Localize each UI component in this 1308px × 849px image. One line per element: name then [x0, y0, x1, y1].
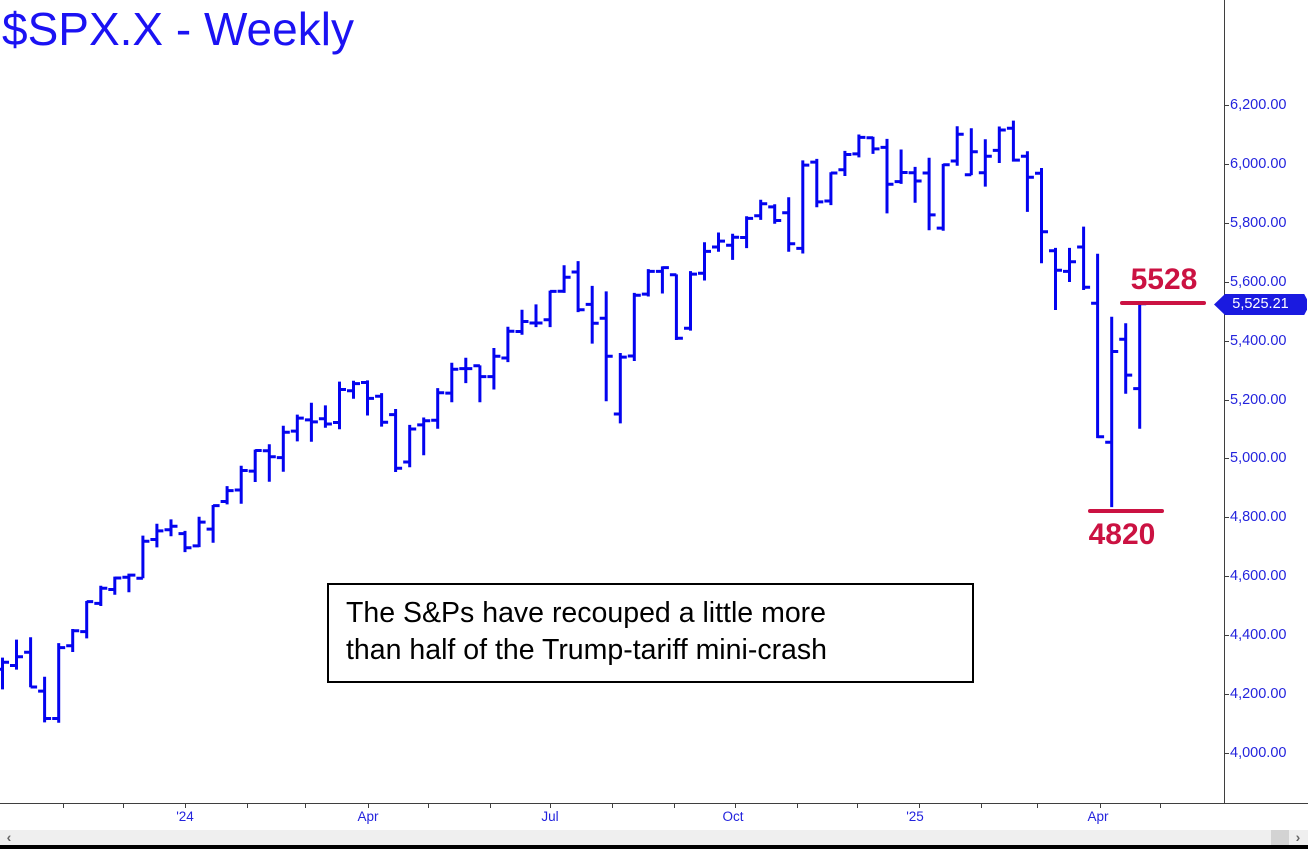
x-axis-tick — [305, 803, 306, 808]
y-axis-tick — [1224, 164, 1229, 165]
y-axis-label: 4,400.00 — [1230, 627, 1287, 643]
y-axis-tick — [1224, 517, 1229, 518]
support-label: 4820 — [1088, 518, 1156, 551]
x-axis-tick — [490, 803, 491, 808]
x-axis-line — [0, 803, 1308, 804]
x-axis-tick — [63, 803, 64, 808]
support-line — [1088, 509, 1164, 513]
x-axis-tick — [612, 803, 613, 808]
y-axis-label: 6,200.00 — [1230, 97, 1287, 113]
y-axis-tick — [1224, 694, 1229, 695]
x-axis-tick — [368, 803, 369, 808]
x-axis-label: '24 — [176, 809, 194, 824]
caption-line-2: than half of the Trump-tariff mini-crash — [346, 634, 828, 666]
x-axis-tick — [550, 803, 551, 808]
ohlc-bar-path — [0, 120, 1147, 723]
y-axis-label: 4,000.00 — [1230, 745, 1287, 761]
y-axis-tick — [1224, 458, 1229, 459]
y-axis-tick — [1224, 753, 1229, 754]
resistance-label: 5528 — [1130, 263, 1198, 296]
y-axis-label: 5,600.00 — [1230, 274, 1287, 290]
y-axis-tick — [1224, 576, 1229, 577]
caption-line-1: The S&Ps have recouped a little more — [346, 597, 827, 629]
last-price-tag: 5,525.21 — [1214, 294, 1307, 315]
x-axis-tick — [247, 803, 248, 808]
y-axis-label: 4,200.00 — [1230, 686, 1287, 702]
y-axis-label: 4,800.00 — [1230, 509, 1287, 525]
x-axis-tick — [185, 803, 186, 808]
price-bars — [0, 120, 1147, 723]
x-axis-tick — [123, 803, 124, 808]
y-axis-label: 4,600.00 — [1230, 568, 1287, 584]
x-axis-tick — [1100, 803, 1101, 808]
x-axis-label: '25 — [906, 809, 924, 824]
x-axis-tick — [857, 803, 858, 808]
y-axis-label: 5,200.00 — [1230, 392, 1287, 408]
y-axis-tick — [1224, 635, 1229, 636]
resistance-line — [1120, 301, 1206, 305]
horizontal-scrollbar-track[interactable] — [0, 830, 1308, 845]
y-axis-tick — [1224, 105, 1229, 106]
y-axis-label: 5,800.00 — [1230, 215, 1287, 231]
x-axis-tick — [981, 803, 982, 808]
y-axis-label: 5,400.00 — [1230, 333, 1287, 349]
scrollbar-thumb[interactable] — [1271, 830, 1289, 845]
y-axis-tick — [1224, 341, 1229, 342]
x-axis-tick — [428, 803, 429, 808]
x-axis-tick — [674, 803, 675, 808]
x-axis-tick — [735, 803, 736, 808]
y-axis-tick — [1224, 223, 1229, 224]
x-axis-tick — [1037, 803, 1038, 808]
x-axis-label: Jul — [541, 809, 559, 824]
scroll-right-icon[interactable]: › — [1295, 829, 1301, 845]
y-axis-tick — [1224, 282, 1229, 283]
x-axis-label: Oct — [722, 809, 744, 824]
y-axis-label: 6,000.00 — [1230, 156, 1287, 172]
x-axis-tick — [797, 803, 798, 808]
x-axis-tick — [919, 803, 920, 808]
y-axis-line — [1224, 0, 1225, 803]
y-axis-label: 5,000.00 — [1230, 450, 1287, 466]
x-axis-label: Apr — [357, 809, 379, 824]
x-axis-label: Apr — [1087, 809, 1109, 824]
bottom-border — [0, 845, 1308, 849]
chart-title: $SPX.X - Weekly — [2, 3, 354, 55]
x-axis-tick — [1160, 803, 1161, 808]
scroll-left-icon[interactable]: ‹ — [6, 829, 12, 845]
y-axis-tick — [1224, 400, 1229, 401]
caption-box: The S&Ps have recouped a little more tha… — [327, 583, 974, 683]
